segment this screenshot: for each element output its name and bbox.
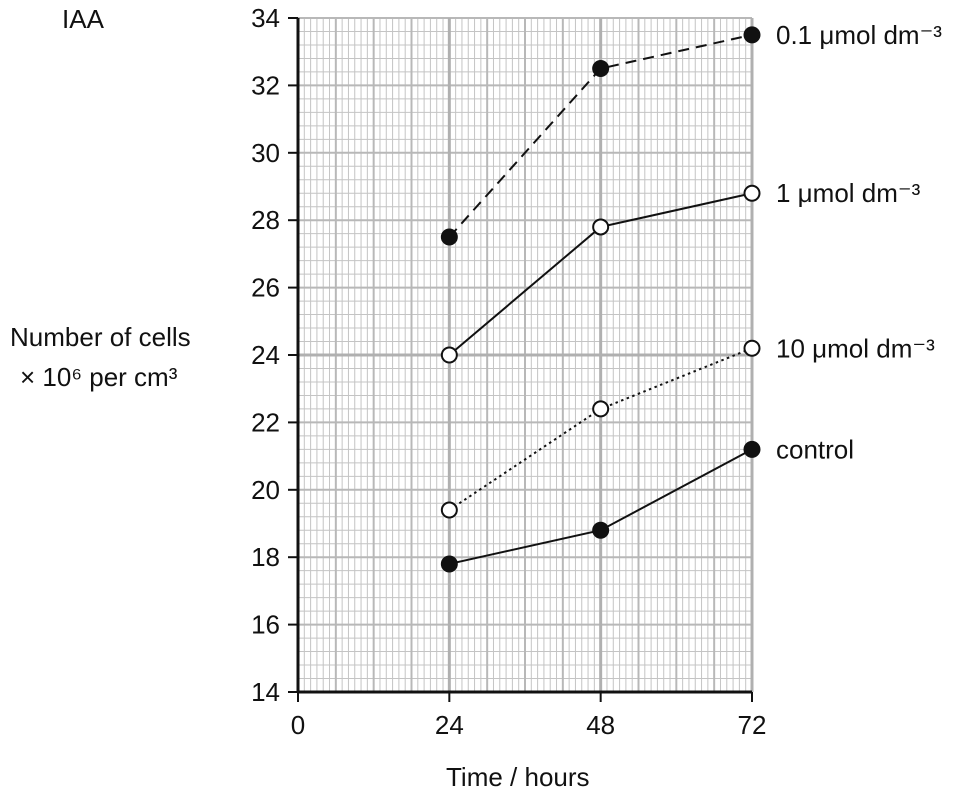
series-label: control [776,434,854,464]
y-tick-label: 22 [251,407,280,437]
y-axis-label-line2: × 10⁶ per cm³ [20,362,178,392]
x-axis-label: Time / hours [446,762,590,792]
y-tick-label: 20 [251,475,280,505]
data-point [440,346,458,364]
data-point [743,440,761,458]
y-tick-label: 34 [251,3,280,33]
grid-major [298,17,754,692]
y-tick-label: 14 [251,677,280,707]
y-tick-label: 30 [251,138,280,168]
y-tick-label: 18 [251,542,280,572]
y-tick-label: 16 [251,610,280,640]
data-point [440,555,458,573]
data-point [440,228,458,246]
y-tick-label: 32 [251,70,280,100]
y-tick-label: 28 [251,205,280,235]
y-tick-label: 24 [251,340,280,370]
x-tick-label: 0 [291,710,305,740]
data-point [743,184,761,202]
data-point [592,218,610,236]
x-tick-label: 72 [738,710,767,740]
series-labels: 0.1 μmol dm⁻³ 1 μmol dm⁻³ 10 μmol dm⁻³ cont… [776,20,942,465]
data-point [743,26,761,44]
corner-label: IAA [62,4,104,34]
data-point [743,339,761,357]
data-point [440,501,458,519]
data-point [592,400,610,418]
ticks: 14 16 18 20 22 24 26 28 30 32 34 0 24 48 72 [251,3,766,740]
x-tick-label: 48 [586,710,615,740]
x-tick-label: 24 [435,710,464,740]
series-label: 10 μmol dm⁻³ [776,333,935,363]
series-group [440,26,761,573]
data-point [592,521,610,539]
data-point [592,60,610,78]
series-label: 0.1 μmol dm⁻³ [776,20,942,50]
y-axis-label-line1: Number of cells [10,322,191,352]
y-tick-label: 26 [251,273,280,303]
series-label: 1 μmol dm⁻³ [776,178,921,208]
